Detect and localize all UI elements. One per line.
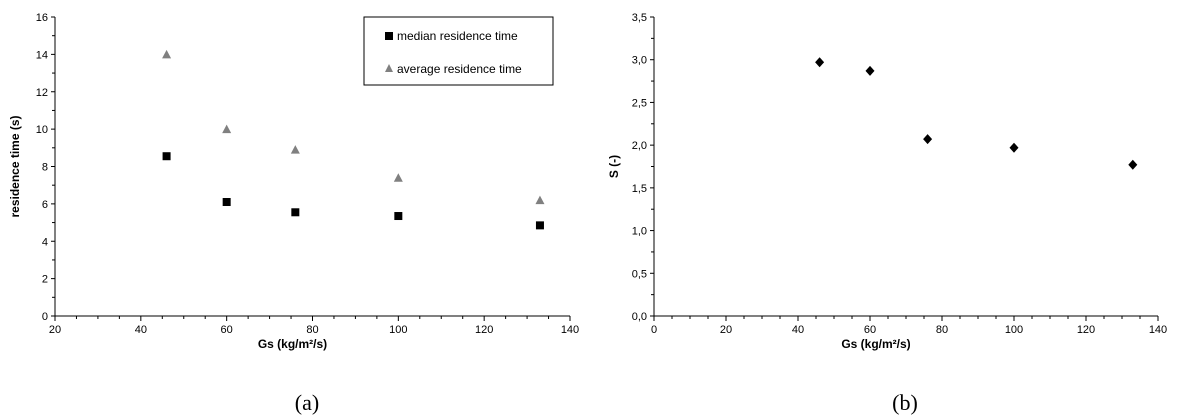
data-points: [815, 57, 1138, 170]
triangle-point: [535, 195, 545, 205]
triangle-point: [162, 49, 172, 59]
y-tick-label: 1,5: [632, 183, 647, 195]
diamond-point: [1128, 159, 1138, 170]
y-tick-label: 3,5: [632, 12, 647, 24]
y-tick-label: 12: [36, 87, 48, 99]
triangle-point: [290, 145, 300, 154]
caption-b: (b): [892, 390, 918, 415]
y-tick-label: 8: [42, 162, 48, 174]
chart-b: 0,0 0,5 1,0 1,5 2,0 2,5 3,0 3,5 0 20 40 60 80 100 120…: [607, 12, 1167, 415]
data-points: [162, 49, 545, 230]
square-point: [162, 152, 171, 161]
y-axis-ticks: 0,0 0,5 1,0 1,5 2,0 2,5 3,0 3,5: [632, 12, 654, 323]
x-axis-title: Gs (kg/m²/s): [258, 337, 327, 351]
x-tick-label: 100: [1005, 324, 1023, 336]
x-axis-title: Gs (kg/m²/s): [841, 337, 910, 351]
x-tick-label: 120: [475, 324, 493, 336]
diamond-point: [1009, 142, 1019, 153]
x-tick-label: 140: [561, 324, 579, 336]
y-tick-label: 0,0: [632, 311, 647, 323]
x-tick-label: 140: [1149, 324, 1167, 336]
square-point: [394, 212, 403, 221]
diamond-point: [923, 134, 933, 145]
x-tick-label: 60: [864, 324, 876, 336]
x-axis-ticks: 0 20 40 60 80 100 120 140: [651, 316, 1167, 336]
y-tick-label: 1,0: [632, 226, 647, 238]
legend-label-median: median residence time: [397, 29, 518, 43]
triangle-point: [222, 124, 232, 134]
square-point: [535, 221, 544, 230]
diamond-point: [815, 57, 825, 68]
y-tick-label: 0: [42, 311, 48, 323]
y-tick-label: 16: [36, 12, 48, 24]
legend-marker-median: [385, 32, 393, 40]
y-tick-label: 2,5: [632, 97, 647, 109]
x-tick-label: 80: [306, 324, 318, 336]
y-tick-label: 14: [36, 49, 48, 61]
y-tick-label: 4: [42, 236, 48, 248]
legend: median residence time average residence …: [363, 16, 554, 86]
x-tick-label: 40: [135, 324, 147, 336]
x-tick-label: 120: [1077, 324, 1095, 336]
square-point: [222, 198, 231, 207]
legend-label-average: average residence time: [397, 62, 522, 76]
legend-box: [363, 16, 554, 86]
caption-a: (a): [295, 390, 319, 415]
y-tick-label: 0,5: [632, 268, 647, 280]
x-axis-ticks: 20 40 60 80 100 120 140: [49, 316, 579, 336]
y-axis-title: residence time (s): [8, 115, 22, 217]
chart-a: 0 2 4 6 8 10 12 14 16 20 40 60 80 100 120 140 residenc…: [8, 12, 579, 415]
x-tick-label: 40: [792, 324, 804, 336]
y-tick-label: 10: [36, 124, 48, 136]
x-tick-label: 60: [221, 324, 233, 336]
legend-marker-average: [385, 64, 393, 72]
diamond-point: [865, 65, 875, 76]
y-axis-ticks: 0 2 4 6 8 10 12 14 16: [36, 12, 55, 323]
square-point: [291, 208, 300, 217]
x-tick-label: 0: [651, 324, 657, 336]
y-axis-title: S (-): [607, 155, 621, 178]
y-tick-label: 3,0: [632, 55, 647, 67]
x-tick-label: 20: [49, 324, 61, 336]
x-tick-label: 100: [389, 324, 407, 336]
triangle-point: [393, 173, 403, 182]
x-tick-label: 20: [720, 324, 732, 336]
y-tick-label: 2,0: [632, 140, 647, 152]
x-tick-label: 80: [936, 324, 948, 336]
y-tick-label: 2: [42, 274, 48, 286]
y-tick-label: 6: [42, 199, 48, 211]
